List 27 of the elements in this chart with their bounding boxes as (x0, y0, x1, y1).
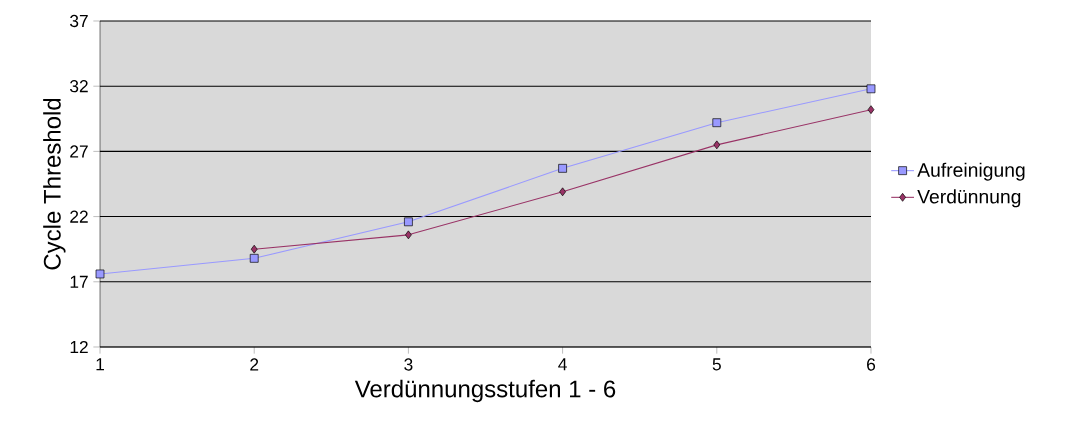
point (405, 230, 412, 240)
y-tick-label: 32 (70, 80, 88, 93)
y-tick-label: 22 (70, 210, 88, 223)
x-axis-title: Verdünnungsstufen 1 - 6 (354, 379, 616, 403)
point (866, 84, 876, 94)
y-tick-label: 27 (70, 145, 88, 158)
point (559, 187, 566, 197)
y-tick-label: 37 (70, 14, 88, 28)
x-tick-label: 5 (712, 358, 721, 371)
point (95, 269, 105, 279)
point (712, 118, 722, 128)
legend-label: Verdünnung (917, 189, 1021, 208)
x-tick-label: 2 (250, 358, 259, 371)
legend-label: Aufreinigung (917, 162, 1025, 181)
y-tick-label: 17 (70, 275, 88, 288)
y-tick-label: 12 (70, 340, 88, 354)
point (713, 140, 721, 150)
x-tick-label: 6 (867, 358, 876, 371)
point (249, 253, 259, 263)
point (250, 244, 258, 254)
x-tick-label: 3 (404, 358, 413, 371)
y-axis-title: Cycle Threshold (43, 98, 66, 270)
x-tick-label: 1 (96, 358, 104, 371)
point (404, 217, 413, 227)
x-tick-label: 4 (558, 358, 567, 371)
point (867, 105, 875, 114)
point (558, 164, 567, 173)
